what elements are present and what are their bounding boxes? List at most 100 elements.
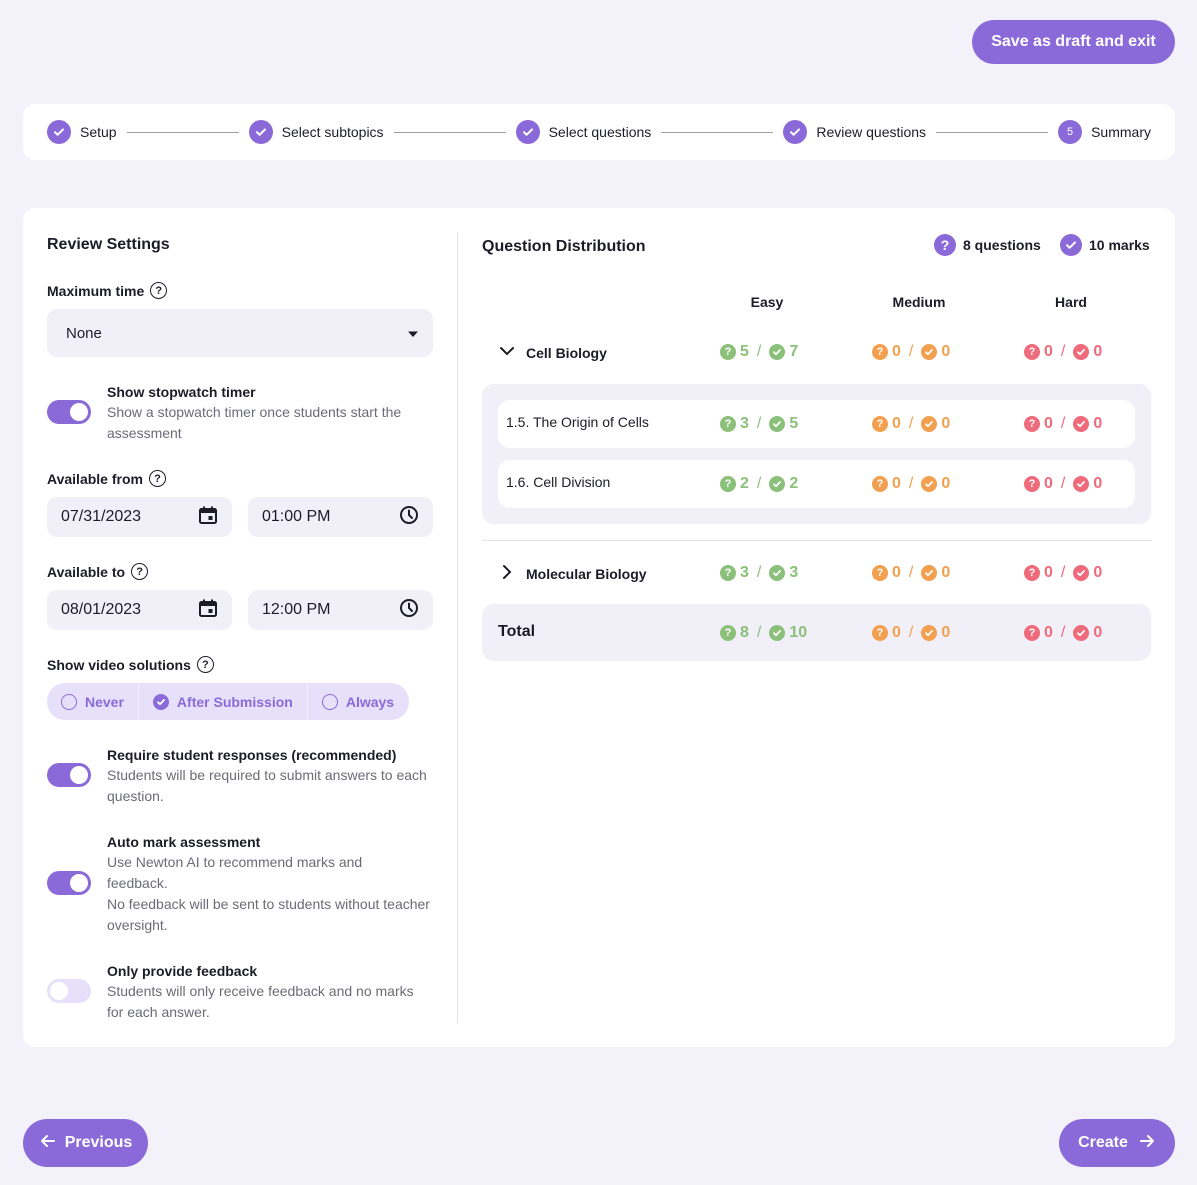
- video-solutions-segmented-control: Never After Submission Always: [47, 683, 409, 720]
- label-text: Available to: [47, 563, 126, 580]
- video-option-always[interactable]: Always: [308, 683, 408, 720]
- question-count-value: 0: [1044, 475, 1053, 492]
- option-label: Never: [85, 693, 124, 710]
- question-icon: ?: [720, 476, 736, 492]
- help-icon[interactable]: ?: [150, 282, 168, 299]
- step-label: Select questions: [548, 124, 652, 140]
- count-cell-easy: ? 5 / 7: [720, 343, 798, 361]
- clock-icon[interactable]: [399, 598, 419, 623]
- time-value: 01:00 PM: [262, 508, 331, 525]
- option-label: Always: [345, 693, 395, 710]
- chevron-right-icon[interactable]: [498, 563, 516, 584]
- available-to-time-input[interactable]: 12:00 PM: [248, 590, 433, 630]
- topic-row-cell-biology[interactable]: Cell Biology: [498, 342, 607, 363]
- mark-count-value: 0: [941, 415, 951, 432]
- check-icon: [47, 120, 71, 144]
- step-connector: [661, 131, 774, 133]
- only-feedback-toggle[interactable]: [47, 979, 91, 1003]
- separator: /: [908, 564, 914, 581]
- caret-down-icon: [407, 325, 419, 342]
- available-to-date-input[interactable]: 08/01/2023: [47, 590, 232, 630]
- video-option-never[interactable]: Never: [47, 683, 139, 720]
- available-from-time-input[interactable]: 01:00 PM: [248, 497, 433, 537]
- check-icon: [1073, 476, 1090, 492]
- column-hard: Hard: [1055, 294, 1087, 310]
- available-from-label: Available from ?: [47, 470, 166, 487]
- time-value: 12:00 PM: [262, 601, 331, 618]
- auto-mark-description: Use Newton AI to recommend marks and fee…: [107, 854, 363, 891]
- count-cell-hard: ? 0/0: [1024, 564, 1102, 582]
- step-summary[interactable]: 5 Summary: [1058, 120, 1151, 144]
- create-label: Create: [1078, 1134, 1128, 1151]
- question-count-value: 0: [892, 415, 901, 432]
- calendar-icon[interactable]: [198, 505, 218, 530]
- count-cell-hard: ? 0/0: [1024, 475, 1102, 493]
- separator: /: [908, 343, 914, 360]
- clock-icon[interactable]: [399, 505, 419, 530]
- auto-mark-toggle[interactable]: [47, 871, 91, 895]
- stopwatch-toggle[interactable]: [47, 400, 91, 424]
- radio-checked-icon: [152, 693, 169, 710]
- mark-count-value: 0: [1093, 564, 1103, 581]
- label-text: Available from: [47, 470, 143, 487]
- previous-button[interactable]: Previous: [23, 1119, 148, 1167]
- question-count-value: 0: [1044, 415, 1053, 432]
- create-button[interactable]: Create: [1059, 1119, 1175, 1167]
- toggle-knob: [70, 766, 88, 784]
- question-icon: ?: [1024, 625, 1040, 641]
- require-responses-toggle[interactable]: [47, 763, 91, 787]
- toggle-knob: [50, 982, 68, 1000]
- divider: [457, 232, 458, 1023]
- question-count-value: 8: [740, 624, 749, 641]
- step-connector: [936, 131, 1049, 133]
- step-select-subtopics[interactable]: Select subtopics: [248, 120, 384, 144]
- question-count-value: 0: [892, 343, 901, 360]
- radio-icon: [321, 693, 338, 710]
- stopwatch-title: Show stopwatch timer: [107, 384, 256, 400]
- require-responses-description: Students will be required to submit answ…: [107, 767, 427, 804]
- step-select-questions[interactable]: Select questions: [515, 120, 652, 144]
- separator: /: [1060, 475, 1066, 492]
- mark-count-value: 0: [1093, 475, 1103, 492]
- mark-count-value: 10: [789, 624, 808, 641]
- check-icon: [783, 120, 808, 144]
- check-icon: [921, 344, 938, 360]
- chevron-down-icon[interactable]: [498, 342, 516, 363]
- marks-count-text: 10 marks: [1089, 237, 1150, 253]
- help-icon[interactable]: ?: [196, 656, 214, 673]
- help-icon[interactable]: ?: [131, 563, 149, 580]
- count-cell-medium: ? 0/0: [872, 475, 950, 493]
- question-count-value: 5: [740, 343, 749, 360]
- separator: /: [756, 564, 762, 581]
- check-icon: [921, 476, 938, 492]
- question-icon: ?: [1024, 416, 1040, 432]
- count-cell-easy: ? 2/2: [720, 475, 798, 493]
- calendar-icon[interactable]: [198, 598, 218, 623]
- video-option-after-submission[interactable]: After Submission: [139, 683, 308, 720]
- question-icon: ?: [1024, 344, 1040, 360]
- radio-icon: [61, 693, 77, 710]
- maximum-time-select[interactable]: None: [47, 309, 433, 357]
- toggle-knob: [70, 403, 88, 421]
- separator: /: [908, 415, 914, 432]
- step-label: Select subtopics: [281, 124, 384, 140]
- check-icon: [1073, 416, 1090, 432]
- step-label: Setup: [80, 124, 117, 140]
- step-review-questions[interactable]: Review questions: [783, 120, 926, 144]
- count-cell-hard: ? 0/0: [1024, 415, 1102, 433]
- check-icon: [921, 416, 938, 432]
- step-setup[interactable]: Setup: [47, 120, 117, 144]
- step-label: Summary: [1091, 124, 1151, 140]
- count-cell-easy: ? 3/3: [720, 564, 798, 582]
- help-icon[interactable]: ?: [148, 470, 166, 487]
- available-from-date-input[interactable]: 07/31/2023: [47, 497, 232, 537]
- review-settings-title: Review Settings: [47, 236, 170, 253]
- question-icon: ?: [872, 476, 888, 492]
- save-draft-exit-button[interactable]: Save as draft and exit: [972, 20, 1175, 64]
- check-icon: [1073, 625, 1090, 641]
- distribution-title: Question Distribution: [482, 238, 646, 255]
- topic-name: Cell Biology: [526, 344, 607, 361]
- only-feedback-description: Students will only receive feedback and …: [107, 983, 414, 1020]
- subtopic-panel: [482, 384, 1151, 524]
- topic-row-molecular-biology[interactable]: Molecular Biology: [498, 563, 647, 584]
